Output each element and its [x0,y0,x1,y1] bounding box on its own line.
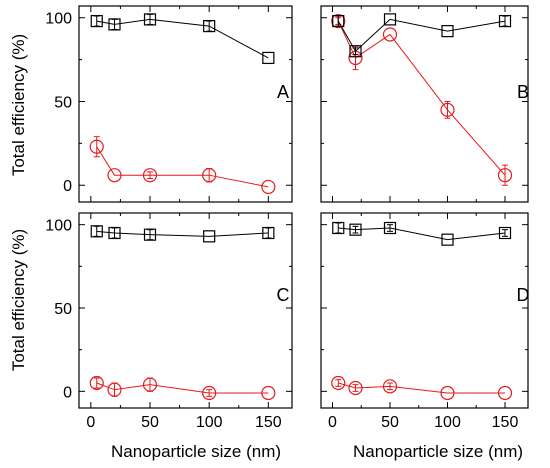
panel-c-frame [78,212,293,409]
series-circle-panel-b [331,13,513,186]
panel-label-d: D [517,285,530,305]
y-tick-label: 0 [63,384,72,401]
data-point-circle [142,377,158,392]
panel-d-frame [320,212,529,409]
x-axis-label-right: Nanoparticle size (nm) [353,442,523,461]
data-point-square [383,221,397,235]
data-point-square [332,14,345,28]
series-square-panel-a [90,13,275,65]
data-point-square [383,13,397,26]
x-tick-label: 0 [86,414,95,431]
series-line [337,18,506,53]
data-point-circle [107,168,122,183]
data-point-square [143,228,157,241]
y-tick-label: 0 [63,178,72,195]
data-point-square [262,51,275,65]
series-line [96,230,269,237]
series-line [96,382,269,394]
x-tick-label: 50 [141,414,159,431]
data-point-circle [440,102,455,117]
panel-a: 0 50 100 A [45,5,293,203]
panel-c: 0 50 100 0 50 100 150 C [45,212,293,431]
data-point-square [108,18,121,31]
data-point-square [498,226,512,240]
x-tick-label: 150 [255,414,282,431]
data-point-circle [89,375,104,391]
y-tick-label: 100 [45,11,72,28]
x-tick-label: 150 [492,414,519,431]
data-point-circle [202,168,217,183]
x-tick-label: 50 [381,414,399,431]
data-point-square [498,14,512,28]
data-point-circle [331,13,346,29]
data-point-square [441,233,454,246]
data-point-circle [142,168,158,183]
series-line [338,382,505,394]
data-point-square [262,226,275,240]
data-point-circle [107,382,122,397]
series-square-panel-c [90,225,275,243]
y-tick-label: 100 [45,218,72,235]
data-point-circle [440,385,455,401]
series-circle-panel-a [89,136,276,195]
y-axis-label-bottom: Total efficiency (%) [9,229,28,371]
x-tick-label: 0 [328,414,337,431]
data-point-circle [382,379,398,394]
series-line [96,18,269,59]
panel-d: 0 50 100 150 D [320,212,530,431]
panel-b: B [320,5,529,203]
series-line [96,146,269,188]
panel-label-c: C [277,285,290,305]
panel-label-b: B [517,82,529,102]
series-square-panel-b [332,13,512,58]
series-line [338,227,506,241]
series-circle-panel-d [331,375,513,401]
y-axis-label-top: Total efficiency (%) [9,34,28,176]
data-point-square [332,221,345,235]
data-point-square [203,20,216,33]
data-point-square [143,13,157,26]
data-point-square [108,226,121,240]
panel-a-frame [78,5,293,203]
data-point-circle [331,375,346,391]
y-tick-label: 50 [54,301,72,318]
data-point-circle [348,380,363,396]
x-axis-label-left: Nanoparticle size (nm) [111,442,281,461]
panel-b-frame [320,5,529,203]
x-tick-label: 100 [196,414,223,431]
series-square-panel-d [332,221,512,246]
data-point-circle [497,168,513,183]
data-point-circle [382,27,398,42]
x-tick-label: 100 [434,414,461,431]
data-point-circle [261,385,276,401]
data-point-circle [89,139,104,154]
data-point-circle [202,385,217,401]
data-point-square [90,14,103,28]
data-point-circle [497,385,513,401]
data-point-circle [261,179,276,195]
data-point-square [203,230,216,243]
data-point-square [349,223,362,236]
panel-label-a: A [277,82,289,102]
series-circle-panel-c [89,375,276,401]
data-point-square [441,25,454,38]
data-point-square [90,225,103,238]
data-point-square [349,45,362,58]
y-tick-label: 50 [54,94,72,111]
